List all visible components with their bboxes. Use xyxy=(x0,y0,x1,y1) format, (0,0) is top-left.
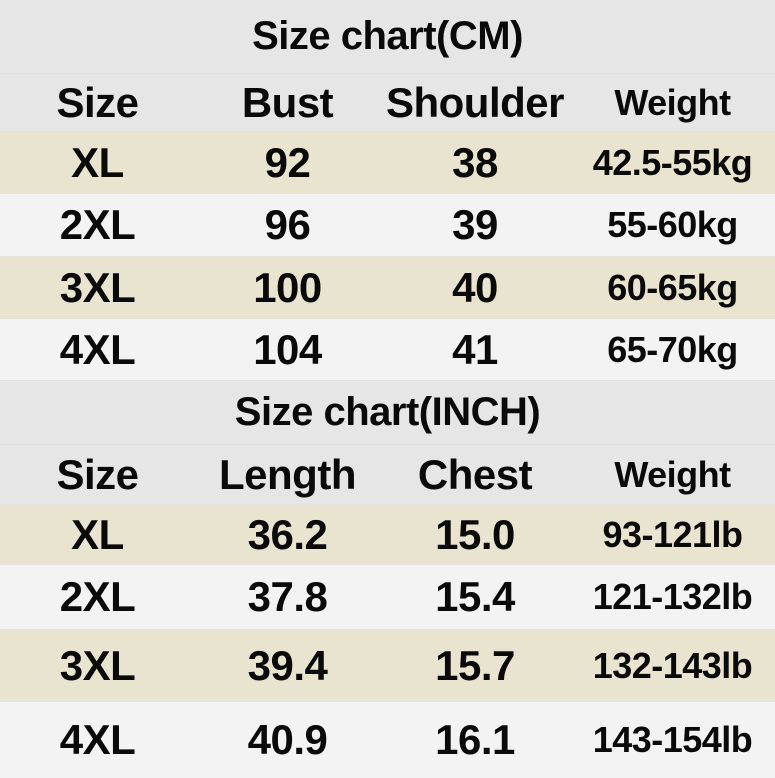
cm-weight-cell: 42.5-55kg xyxy=(592,141,753,183)
cm-row-xl: XL 92 38 42.5-55kg xyxy=(0,132,775,194)
cm-shoulder-cell: 40 xyxy=(452,263,498,311)
inch-length-cell: 37.8 xyxy=(247,573,328,620)
cm-row-2xl: 2XL 96 39 55-60kg xyxy=(0,194,775,257)
inch-header-length: Length xyxy=(219,450,356,498)
cm-size-cell: 3XL xyxy=(59,263,136,311)
cm-weight-cell: 60-65kg xyxy=(607,266,738,308)
inch-chest-cell: 15.7 xyxy=(435,641,515,689)
cm-bust-cell: 104 xyxy=(253,325,322,373)
inch-size-cell: 2XL xyxy=(59,573,136,620)
inch-chart-title: Size chart(INCH) xyxy=(0,381,775,445)
cm-bust-cell: 92 xyxy=(264,138,311,186)
cm-bust-cell: 100 xyxy=(253,263,322,311)
inch-header-weight: Weight xyxy=(614,453,731,495)
inch-chest-cell: 15.4 xyxy=(435,573,515,620)
cm-bust-cell: 96 xyxy=(264,201,311,248)
inch-weight-cell: 93-121lb xyxy=(602,513,743,555)
inch-weight-cell: 132-143lb xyxy=(592,644,753,686)
inch-length-cell: 40.9 xyxy=(247,716,328,763)
inch-chest-cell: 16.1 xyxy=(435,716,515,763)
cm-row-4xl: 4XL 104 41 65-70kg xyxy=(0,319,775,381)
cm-header-bust: Bust xyxy=(241,78,334,126)
cm-header-size: Size xyxy=(56,78,139,126)
cm-size-cell: XL xyxy=(71,138,124,186)
cm-header-row: Size Bust Shoulder Weight xyxy=(0,74,775,132)
inch-title-text: Size chart(INCH) xyxy=(234,390,541,434)
inch-length-cell: 36.2 xyxy=(247,510,328,558)
inch-row-4xl: 4XL 40.9 16.1 143-154lb xyxy=(0,702,775,778)
cm-chart-title: Size chart(CM) xyxy=(0,0,775,74)
cm-row-3xl: 3XL 100 40 60-65kg xyxy=(0,257,775,319)
inch-header-row: Size Length Chest Weight xyxy=(0,445,775,505)
inch-row-2xl: 2XL 37.8 15.4 121-132lb xyxy=(0,565,775,630)
inch-size-cell: 3XL xyxy=(59,641,136,689)
cm-shoulder-cell: 39 xyxy=(452,201,498,248)
cm-weight-cell: 65-70kg xyxy=(607,328,738,370)
inch-size-cell: 4XL xyxy=(59,716,136,763)
inch-row-xl: XL 36.2 15.0 93-121lb xyxy=(0,505,775,565)
inch-weight-cell: 143-154lb xyxy=(592,719,753,760)
cm-weight-cell: 55-60kg xyxy=(607,204,738,245)
cm-title-text: Size chart(CM) xyxy=(252,14,523,58)
inch-weight-cell: 121-132lb xyxy=(592,576,753,617)
inch-size-cell: XL xyxy=(71,510,124,558)
inch-chest-cell: 15.0 xyxy=(435,510,515,558)
cm-size-cell: 4XL xyxy=(59,325,136,373)
inch-row-3xl: 3XL 39.4 15.7 132-143lb xyxy=(0,630,775,702)
inch-header-size: Size xyxy=(56,450,139,498)
cm-shoulder-cell: 41 xyxy=(452,325,498,373)
cm-header-shoulder: Shoulder xyxy=(385,78,565,126)
inch-header-chest: Chest xyxy=(417,450,533,498)
cm-header-weight: Weight xyxy=(614,81,731,123)
cm-shoulder-cell: 38 xyxy=(452,138,498,186)
inch-length-cell: 39.4 xyxy=(247,641,328,689)
cm-size-cell: 2XL xyxy=(59,201,136,248)
